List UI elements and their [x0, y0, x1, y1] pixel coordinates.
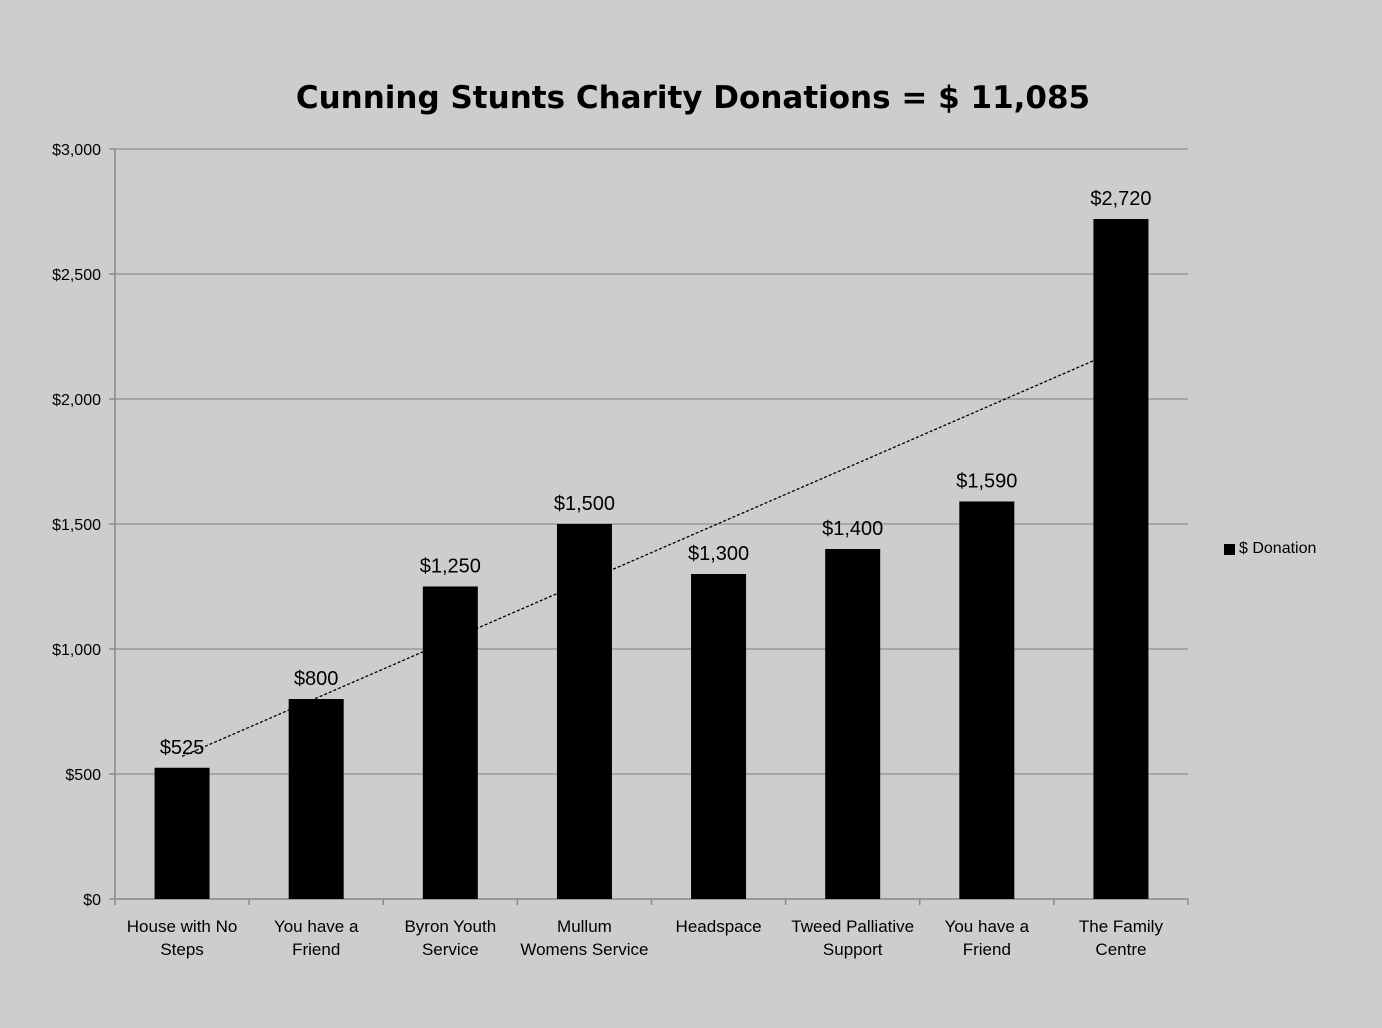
x-tick-label: Service — [422, 940, 479, 959]
y-tick-label: $500 — [65, 767, 101, 784]
chart-title: Cunning Stunts Charity Donations = $ 11,… — [295, 80, 1091, 116]
y-tick-label: $1,000 — [52, 642, 101, 659]
y-tick-label: $2,500 — [52, 267, 101, 284]
data-label: $1,300 — [688, 543, 749, 565]
x-tick-label: Womens Service — [520, 940, 648, 959]
bar — [422, 586, 478, 899]
data-label: $1,590 — [956, 471, 1017, 493]
bar — [154, 767, 210, 899]
x-tick-label: House with No — [127, 917, 238, 936]
data-label: $2,720 — [1090, 188, 1151, 210]
x-tick-label: Byron Youth — [404, 917, 496, 936]
x-tick-label: Centre — [1095, 940, 1146, 959]
legend-swatch — [1224, 543, 1235, 555]
data-label: $1,500 — [554, 493, 615, 515]
bar — [1093, 219, 1149, 899]
data-label: $1,400 — [822, 518, 883, 540]
x-tick-label: Friend — [963, 940, 1011, 959]
x-tick-label: Headspace — [676, 917, 762, 936]
bar — [825, 549, 881, 899]
x-tick-label: Mullum — [557, 917, 612, 936]
bar — [288, 699, 344, 899]
bar — [959, 501, 1015, 899]
y-tick-label: $2,000 — [52, 392, 101, 409]
x-tick-label: Steps — [160, 940, 203, 959]
x-tick-label: Tweed Palliative — [791, 917, 914, 936]
legend: $ Donation — [1224, 540, 1316, 558]
bar — [691, 574, 747, 899]
x-tick-label: You have a — [274, 917, 359, 936]
data-label: $525 — [160, 737, 205, 759]
y-tick-label: $0 — [83, 892, 101, 909]
data-label: $800 — [294, 668, 339, 690]
trendline — [181, 348, 1122, 757]
x-tick-label: Friend — [292, 940, 340, 959]
x-tick-label: Support — [823, 940, 883, 959]
data-label: $1,250 — [420, 556, 481, 578]
y-tick-label: $1,500 — [52, 517, 101, 534]
y-tick-label: $3,000 — [52, 142, 101, 159]
x-tick-label: You have a — [945, 917, 1030, 936]
legend-label: $ Donation — [1239, 540, 1317, 557]
bar — [556, 524, 612, 899]
x-tick-label: The Family — [1079, 917, 1164, 936]
